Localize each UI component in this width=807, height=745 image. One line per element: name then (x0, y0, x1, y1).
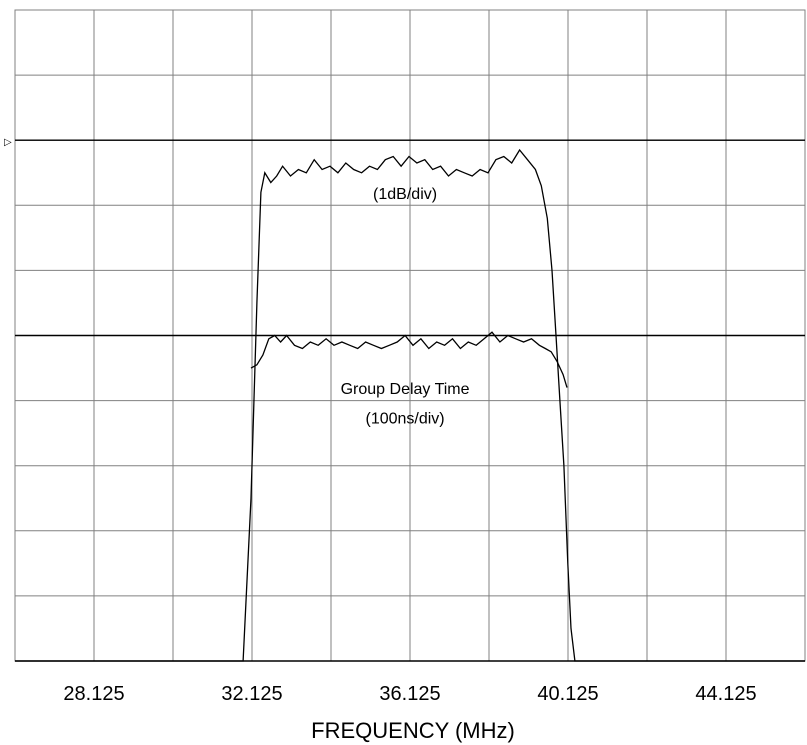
x-axis-title: FREQUENCY (MHz) (311, 718, 515, 743)
series-line-amplitude (15, 148, 805, 662)
x-tick-labels: 28.125 32.125 36.125 40.125 44.125 (63, 683, 756, 705)
annotations: (1dB/div) Group Delay Time (100ns/div) (341, 186, 470, 428)
x-tick-label: 44.125 (695, 683, 756, 705)
series-line-group-delay (250, 331, 568, 388)
annotation-label: Group Delay Time (341, 381, 470, 398)
series-layer (15, 148, 805, 662)
annotation-label: (1dB/div) (373, 186, 437, 203)
x-tick-label: 36.125 (379, 683, 440, 705)
reference-level-marker: ▷ (4, 137, 12, 148)
x-tick-label: 40.125 (537, 683, 598, 705)
x-tick-label: 32.125 (221, 683, 282, 705)
x-tick-label: 28.125 (63, 683, 124, 705)
annotation-label: (100ns/div) (365, 410, 444, 427)
